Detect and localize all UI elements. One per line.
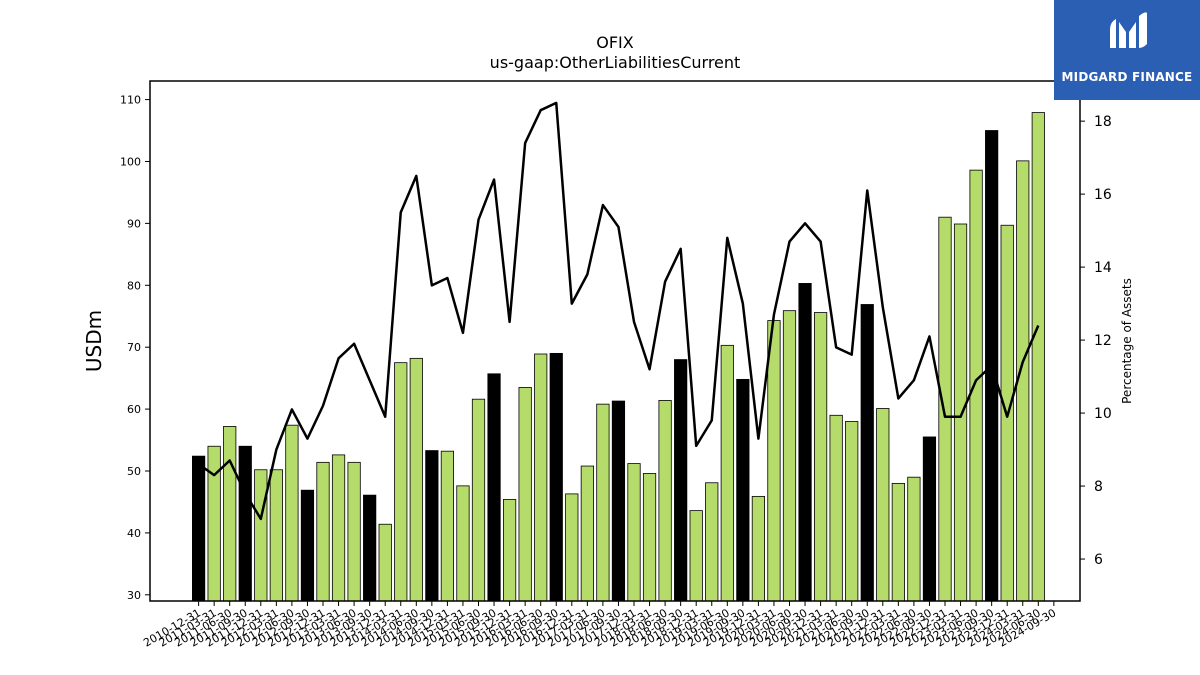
y-tick-label: 70 xyxy=(127,341,141,354)
y-tick-label: 80 xyxy=(127,279,141,292)
bar xyxy=(223,426,237,602)
bar xyxy=(798,283,812,602)
brand-logo: MIDGARD FINANCE xyxy=(1054,0,1200,100)
bar xyxy=(953,223,968,602)
bar xyxy=(456,485,470,602)
chart-title: OFIX xyxy=(596,33,634,52)
bar xyxy=(549,352,563,602)
bar xyxy=(347,461,361,602)
bar xyxy=(907,476,921,602)
y-tick-label: 100 xyxy=(120,155,141,168)
bar xyxy=(782,310,797,602)
y2-tick-label: 8 xyxy=(1094,479,1103,495)
bar xyxy=(331,454,346,602)
bar xyxy=(269,469,283,602)
bar xyxy=(751,495,766,602)
bar xyxy=(471,398,486,602)
y-tick-label: 110 xyxy=(120,94,141,107)
bar xyxy=(238,445,252,602)
bar xyxy=(285,424,299,602)
bar xyxy=(642,473,657,602)
y2-tick-label: 6 xyxy=(1094,552,1103,568)
bar xyxy=(938,216,952,602)
y-tick-label: 60 xyxy=(127,403,141,416)
y-tick-label: 40 xyxy=(127,527,141,540)
bar xyxy=(922,436,937,602)
chart-subtitle: us-gaap:OtherLiabilitiesCurrent xyxy=(490,53,741,72)
percentage-line xyxy=(197,101,1040,521)
bar xyxy=(876,408,890,602)
brand-name: MIDGARD FINANCE xyxy=(1061,70,1193,84)
y-tick-label: 50 xyxy=(127,465,141,478)
y-tick-label: 90 xyxy=(127,217,141,230)
bar xyxy=(518,387,532,602)
y2-tick-label: 12 xyxy=(1094,333,1112,349)
bar xyxy=(316,461,330,602)
bar xyxy=(627,463,641,602)
bar xyxy=(611,400,626,602)
bar xyxy=(705,482,719,602)
x-axis: 2010-12-312011-03-312011-06-302011-09-30… xyxy=(141,601,1058,650)
bar xyxy=(845,421,859,602)
y2-tick-label: 18 xyxy=(1094,114,1112,130)
bar xyxy=(565,493,579,602)
bar xyxy=(300,489,315,602)
bar xyxy=(767,320,781,602)
bar xyxy=(580,465,594,602)
bar xyxy=(363,494,377,602)
bar xyxy=(502,499,517,602)
bar xyxy=(736,378,750,602)
bar xyxy=(191,455,206,602)
y2-tick-label: 10 xyxy=(1094,406,1112,422)
plot-frame xyxy=(149,80,1081,602)
bar xyxy=(860,304,874,602)
bars-layer xyxy=(191,112,1045,602)
bar xyxy=(969,169,983,602)
bar xyxy=(534,353,548,602)
bar xyxy=(440,450,455,602)
y2-tick-label: 16 xyxy=(1094,187,1112,203)
y2-axis-label: Percentage of Assets xyxy=(1120,278,1134,404)
bar xyxy=(658,400,672,602)
bar xyxy=(814,312,828,602)
y-axis-right: 6 8 10 12 14 16 18 xyxy=(1080,114,1112,568)
bar xyxy=(720,344,734,602)
y-axis-label: USDm xyxy=(82,310,106,372)
bar xyxy=(891,482,905,602)
bar xyxy=(829,414,843,602)
bar xyxy=(689,510,703,602)
y-tick-label: 30 xyxy=(127,589,141,602)
line-layer xyxy=(197,101,1040,521)
midgard-logo-icon xyxy=(1110,12,1147,48)
bar xyxy=(1031,112,1045,602)
bar xyxy=(378,523,392,602)
bar xyxy=(394,362,408,602)
bar xyxy=(409,357,423,602)
y2-tick-label: 14 xyxy=(1094,260,1112,276)
bar xyxy=(425,450,439,602)
bar xyxy=(674,359,688,602)
y-axis-left: 30 40 50 60 70 80 90 100 110 xyxy=(120,94,150,602)
bar xyxy=(487,373,501,602)
bar xyxy=(254,469,268,602)
bar xyxy=(596,403,610,602)
